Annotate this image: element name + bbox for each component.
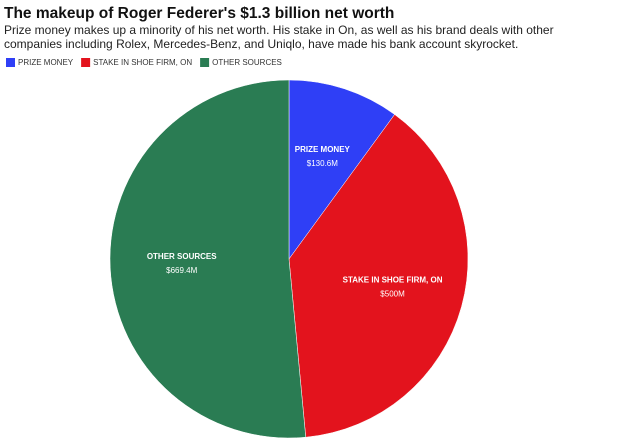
slice-label: PRIZE MONEY xyxy=(295,145,351,154)
legend-label: OTHER SOURCES xyxy=(212,58,282,67)
slice-value-label: $130.6M xyxy=(307,159,338,168)
legend-swatch xyxy=(6,58,15,67)
slice-value-label: $669.4M xyxy=(166,266,197,275)
legend-swatch xyxy=(200,58,210,67)
legend-swatch xyxy=(81,58,91,67)
legend: PRIZE MONEY STAKE IN SHOE FIRM, ON OTHER S… xyxy=(6,58,282,67)
slice-label: OTHER SOURCES xyxy=(147,252,217,261)
pie-slice xyxy=(288,79,395,260)
subtitle: Prize money makes up a minority of his n… xyxy=(4,23,554,37)
slice-label: STAKE IN SHOE FIRM, ON xyxy=(343,276,443,285)
legend-label: STAKE IN SHOE FIRM, ON xyxy=(93,58,192,67)
slice-value-label: $500M xyxy=(380,290,405,299)
subtitle: companies including Rolex, Mercedes-Benz… xyxy=(4,37,518,51)
chart-title: The makeup of Roger Federer's $1.3 billi… xyxy=(4,5,394,22)
pie-slice xyxy=(109,79,307,439)
legend-label: PRIZE MONEY xyxy=(18,58,74,67)
pie-slice xyxy=(288,114,469,438)
pie: PRIZE MONEY $130.6M STAKE IN SHOE FIRM, ON… xyxy=(109,79,469,439)
